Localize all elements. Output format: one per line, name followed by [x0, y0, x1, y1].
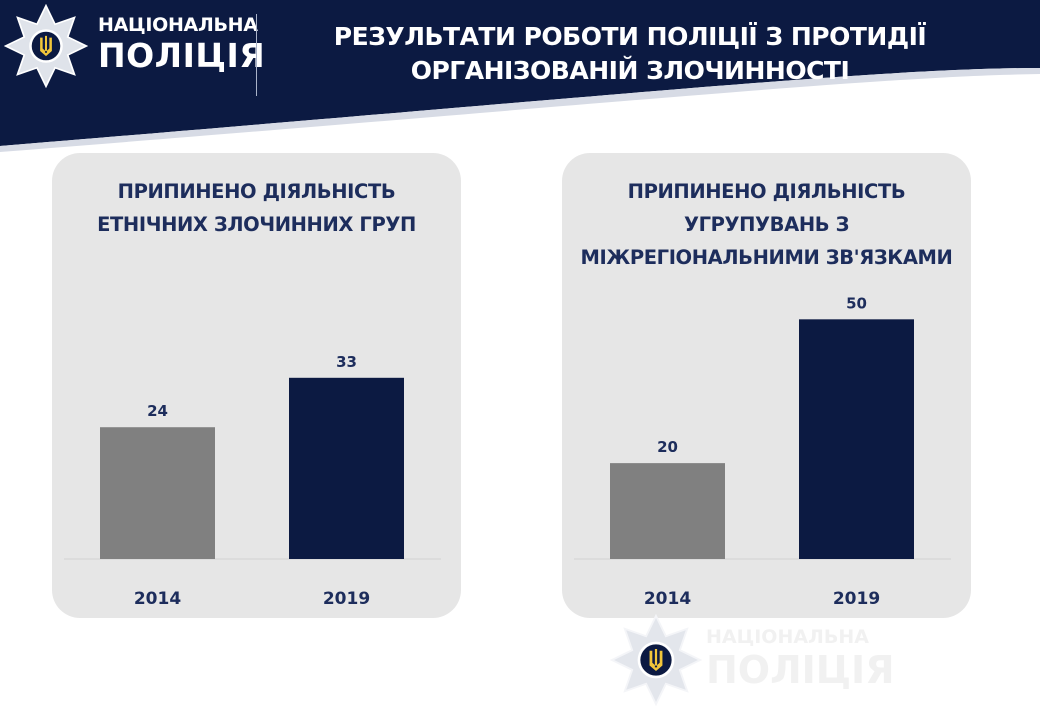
chart-panel-ethnic-groups: ПРИПИНЕНО ДІЯЛЬНІСТЬ ЕТНІЧНИХ ЗЛОЧИННИХ …: [52, 153, 461, 618]
header-divider: [256, 14, 257, 96]
chart-title-line-3: МІЖРЕГІОНАЛЬНИМИ ЗВ'ЯЗКАМИ: [580, 246, 953, 269]
watermark-logo-text: НАЦІОНАЛЬНА ПОЛІЦІЯ: [706, 626, 895, 692]
header-banner: [0, 0, 1040, 152]
brand-logo-text: НАЦІОНАЛЬНА ПОЛІЦІЯ: [98, 14, 266, 75]
police-star-logo-icon: [4, 4, 88, 88]
chart-title-line-1: ПРИПИНЕНО ДІЯЛЬНІСТЬ: [117, 180, 396, 203]
bar-2014: [100, 427, 215, 559]
x-tick-label-2019: 2019: [323, 589, 370, 609]
chart-title: ПРИПИНЕНО ДІЯЛЬНІСТЬ ЕТНІЧНИХ ЗЛОЧИННИХ …: [52, 175, 461, 241]
watermark-top-text: НАЦІОНАЛЬНА: [706, 626, 869, 648]
page-title-line-1: РЕЗУЛЬТАТИ РОБОТИ ПОЛІЦІЇ З ПРОТИДІЇ: [333, 22, 927, 51]
data-label-2014: 24: [147, 402, 168, 420]
brand-bottom-text: ПОЛІЦІЯ: [98, 36, 266, 75]
bar-2019: [799, 319, 914, 559]
watermark-bottom-text: ПОЛІЦІЯ: [706, 648, 895, 692]
bar-2019: [289, 377, 404, 559]
police-star-watermark-icon: [610, 614, 702, 706]
x-tick-label-2019: 2019: [833, 589, 880, 609]
chart-title-line-1: ПРИПИНЕНО ДІЯЛЬНІСТЬ: [627, 180, 906, 203]
page-title: РЕЗУЛЬТАТИ РОБОТИ ПОЛІЦІЇ З ПРОТИДІЇ ОРГ…: [300, 20, 960, 88]
bar-chart-interregional-groups: 20 2014 50 2019: [574, 294, 951, 609]
chart-panel-interregional-groups: ПРИПИНЕНО ДІЯЛЬНІСТЬ УГРУПУВАНЬ З МІЖРЕГ…: [562, 153, 971, 618]
data-label-2019: 50: [846, 294, 867, 312]
data-label-2014: 20: [657, 438, 678, 456]
brand-top-text: НАЦІОНАЛЬНА: [98, 14, 258, 36]
chart-title-line-2: УГРУПУВАНЬ З: [683, 213, 850, 236]
bar-chart-ethnic-groups: 24 2014 33 2019: [64, 353, 441, 609]
x-tick-label-2014: 2014: [644, 589, 691, 609]
chart-title-line-2: ЕТНІЧНИХ ЗЛОЧИННИХ ГРУП: [97, 213, 416, 236]
x-tick-label-2014: 2014: [134, 589, 181, 609]
data-label-2019: 33: [336, 353, 357, 371]
page-title-line-2: ОРГАНІЗОВАНІЙ ЗЛОЧИННОСТІ: [410, 56, 850, 85]
chart-title: ПРИПИНЕНО ДІЯЛЬНІСТЬ УГРУПУВАНЬ З МІЖРЕГ…: [562, 175, 971, 274]
bar-2014: [610, 463, 725, 559]
